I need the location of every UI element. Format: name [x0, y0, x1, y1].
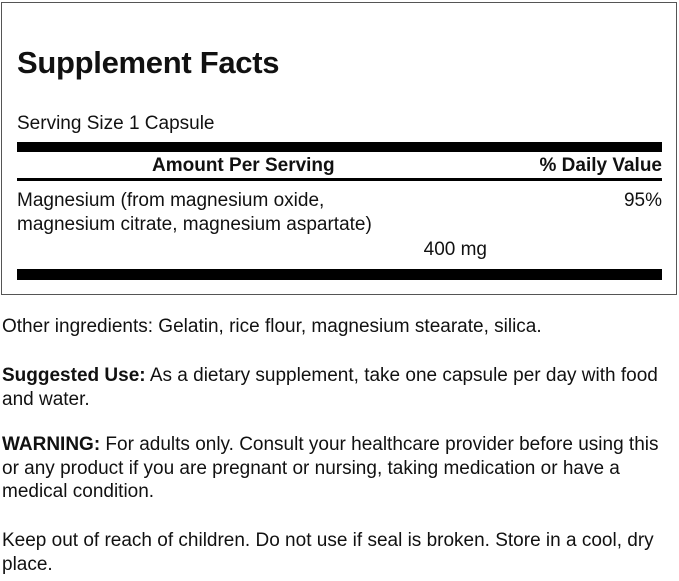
- other-ingredients: Other ingredients: Gelatin, rice flour, …: [2, 316, 542, 337]
- warning-label: WARNING:: [2, 434, 101, 455]
- suggested-use-label: Suggested Use:: [2, 365, 146, 386]
- thin-divider: [17, 178, 662, 181]
- nutrient-daily-value: 95%: [623, 190, 662, 211]
- bottom-thick-divider: [17, 269, 662, 280]
- suggested-use: Suggested Use: As a dietary supplement, …: [2, 364, 672, 411]
- supplement-facts-panel: Supplement Facts Serving Size 1 Capsule …: [1, 2, 677, 295]
- suggested-use-text: As a dietary supplement, take one capsul…: [2, 365, 658, 410]
- panel-title: Supplement Facts: [17, 45, 280, 80]
- storage-instructions: Keep out of reach of children. Do not us…: [2, 530, 654, 575]
- nutrient-name-line1: Magnesium (from magnesium oxide,: [17, 190, 325, 211]
- amount-per-serving-header: Amount Per Serving: [152, 155, 335, 176]
- daily-value-header: % Daily Value: [539, 155, 662, 176]
- nutrient-name-line2: magnesium citrate, magnesium aspartate): [17, 214, 372, 235]
- nutrient-name: Magnesium (from magnesium oxide, magnesi…: [17, 189, 372, 237]
- warning: WARNING: For adults only. Consult your h…: [2, 433, 672, 504]
- serving-size: Serving Size 1 Capsule: [17, 113, 215, 134]
- thick-divider: [17, 142, 662, 152]
- nutrient-amount: 400 mg: [423, 239, 487, 260]
- warning-text: For adults only. Consult your healthcare…: [2, 434, 659, 502]
